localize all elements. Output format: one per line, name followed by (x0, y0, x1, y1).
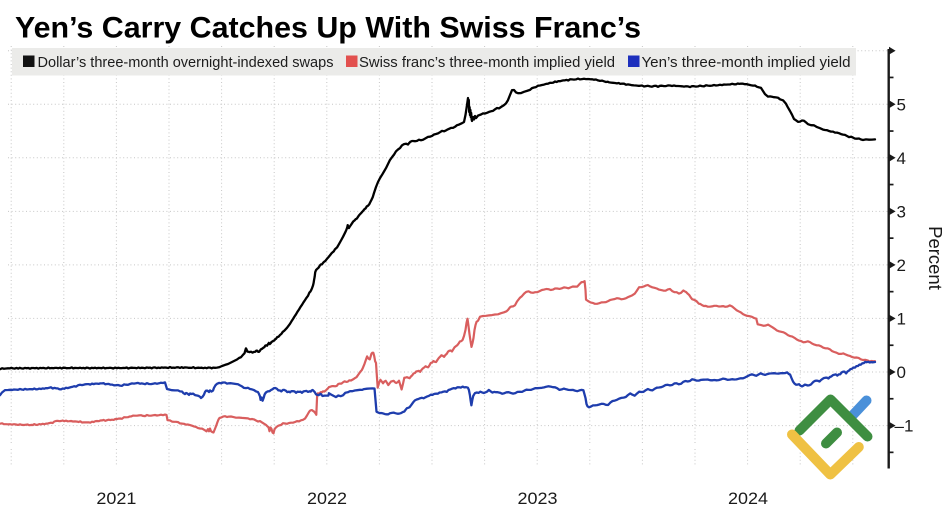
svg-text:Swiss franc’s three-month impl: Swiss franc’s three-month implied yield (359, 54, 615, 71)
svg-text:1: 1 (897, 310, 906, 329)
svg-text:2022: 2022 (307, 490, 347, 508)
svg-text:0: 0 (897, 363, 906, 382)
svg-text:–1: –1 (895, 417, 914, 436)
svg-text:Yen’s Carry Catches Up With Sw: Yen’s Carry Catches Up With Swiss Franc’… (15, 12, 641, 45)
svg-text:3: 3 (897, 203, 906, 222)
svg-text:Dollar’s three-month overnight: Dollar’s three-month overnight-indexed s… (38, 54, 334, 71)
svg-text:2023: 2023 (518, 490, 558, 508)
svg-text:2: 2 (897, 256, 906, 275)
svg-text:2021: 2021 (96, 490, 136, 508)
svg-text:Percent: Percent (925, 226, 945, 290)
svg-text:4: 4 (897, 149, 906, 168)
svg-text:5: 5 (897, 95, 906, 114)
svg-text:Yen’s three-month implied yiel: Yen’s three-month implied yield (642, 54, 851, 71)
svg-text:2024: 2024 (728, 490, 768, 508)
